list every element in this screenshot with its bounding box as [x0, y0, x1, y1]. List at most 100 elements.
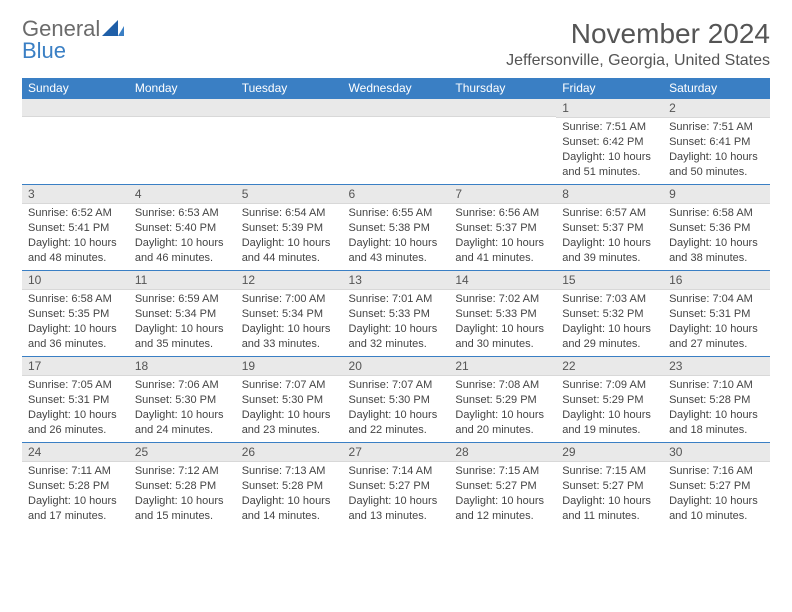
daylight-text: Daylight: 10 hours and 14 minutes.	[242, 494, 337, 524]
sunrise-text: Sunrise: 7:11 AM	[28, 464, 123, 479]
sunset-text: Sunset: 5:37 PM	[562, 221, 657, 236]
sunset-text: Sunset: 5:31 PM	[669, 307, 764, 322]
daylight-text: Daylight: 10 hours and 19 minutes.	[562, 408, 657, 438]
sunrise-text: Sunrise: 7:05 AM	[28, 378, 123, 393]
sunrise-text: Sunrise: 7:01 AM	[349, 292, 444, 307]
daylight-text: Daylight: 10 hours and 46 minutes.	[135, 236, 230, 266]
logo-word-blue: Blue	[22, 40, 124, 62]
calendar-cell: 25Sunrise: 7:12 AMSunset: 5:28 PMDayligh…	[129, 443, 236, 529]
day-details: Sunrise: 7:51 AMSunset: 6:41 PMDaylight:…	[663, 118, 770, 183]
calendar-cell: 3Sunrise: 6:52 AMSunset: 5:41 PMDaylight…	[22, 185, 129, 271]
day-number: 29	[556, 443, 663, 462]
sunset-text: Sunset: 5:27 PM	[349, 479, 444, 494]
day-details: Sunrise: 7:13 AMSunset: 5:28 PMDaylight:…	[236, 462, 343, 527]
calendar-week: 1Sunrise: 7:51 AMSunset: 6:42 PMDaylight…	[22, 99, 770, 185]
calendar-cell: 13Sunrise: 7:01 AMSunset: 5:33 PMDayligh…	[343, 271, 450, 357]
calendar-week: 24Sunrise: 7:11 AMSunset: 5:28 PMDayligh…	[22, 443, 770, 529]
sunset-text: Sunset: 5:40 PM	[135, 221, 230, 236]
day-number: 18	[129, 357, 236, 376]
daylight-text: Daylight: 10 hours and 20 minutes.	[455, 408, 550, 438]
sunset-text: Sunset: 5:28 PM	[242, 479, 337, 494]
day-number: 27	[343, 443, 450, 462]
day-number: 17	[22, 357, 129, 376]
calendar-cell: 28Sunrise: 7:15 AMSunset: 5:27 PMDayligh…	[449, 443, 556, 529]
col-monday: Monday	[129, 78, 236, 99]
calendar-cell: 14Sunrise: 7:02 AMSunset: 5:33 PMDayligh…	[449, 271, 556, 357]
col-saturday: Saturday	[663, 78, 770, 99]
sunset-text: Sunset: 5:28 PM	[135, 479, 230, 494]
day-details: Sunrise: 7:01 AMSunset: 5:33 PMDaylight:…	[343, 290, 450, 355]
sunrise-text: Sunrise: 7:15 AM	[562, 464, 657, 479]
calendar-cell	[129, 99, 236, 185]
calendar-cell: 5Sunrise: 6:54 AMSunset: 5:39 PMDaylight…	[236, 185, 343, 271]
sunrise-text: Sunrise: 6:57 AM	[562, 206, 657, 221]
day-header-row: Sunday Monday Tuesday Wednesday Thursday…	[22, 78, 770, 99]
calendar-cell: 30Sunrise: 7:16 AMSunset: 5:27 PMDayligh…	[663, 443, 770, 529]
calendar-cell	[236, 99, 343, 185]
sunset-text: Sunset: 5:31 PM	[28, 393, 123, 408]
day-details: Sunrise: 7:07 AMSunset: 5:30 PMDaylight:…	[236, 376, 343, 441]
day-number	[236, 99, 343, 117]
day-number: 2	[663, 99, 770, 118]
sunset-text: Sunset: 6:42 PM	[562, 135, 657, 150]
daylight-text: Daylight: 10 hours and 18 minutes.	[669, 408, 764, 438]
daylight-text: Daylight: 10 hours and 22 minutes.	[349, 408, 444, 438]
daylight-text: Daylight: 10 hours and 36 minutes.	[28, 322, 123, 352]
day-details: Sunrise: 6:57 AMSunset: 5:37 PMDaylight:…	[556, 204, 663, 269]
logo: General Blue	[22, 18, 124, 62]
calendar-cell	[343, 99, 450, 185]
day-details: Sunrise: 7:05 AMSunset: 5:31 PMDaylight:…	[22, 376, 129, 441]
day-details: Sunrise: 6:58 AMSunset: 5:36 PMDaylight:…	[663, 204, 770, 269]
sunrise-text: Sunrise: 7:02 AM	[455, 292, 550, 307]
day-details: Sunrise: 6:59 AMSunset: 5:34 PMDaylight:…	[129, 290, 236, 355]
daylight-text: Daylight: 10 hours and 38 minutes.	[669, 236, 764, 266]
day-number	[449, 99, 556, 117]
calendar-cell: 18Sunrise: 7:06 AMSunset: 5:30 PMDayligh…	[129, 357, 236, 443]
day-details: Sunrise: 6:58 AMSunset: 5:35 PMDaylight:…	[22, 290, 129, 355]
daylight-text: Daylight: 10 hours and 26 minutes.	[28, 408, 123, 438]
sunrise-text: Sunrise: 7:16 AM	[669, 464, 764, 479]
day-details: Sunrise: 7:15 AMSunset: 5:27 PMDaylight:…	[449, 462, 556, 527]
calendar-cell	[22, 99, 129, 185]
day-details: Sunrise: 7:02 AMSunset: 5:33 PMDaylight:…	[449, 290, 556, 355]
daylight-text: Daylight: 10 hours and 24 minutes.	[135, 408, 230, 438]
sunrise-text: Sunrise: 6:55 AM	[349, 206, 444, 221]
sunset-text: Sunset: 5:27 PM	[455, 479, 550, 494]
day-details: Sunrise: 7:06 AMSunset: 5:30 PMDaylight:…	[129, 376, 236, 441]
day-number: 8	[556, 185, 663, 204]
day-details: Sunrise: 7:16 AMSunset: 5:27 PMDaylight:…	[663, 462, 770, 527]
day-details: Sunrise: 7:12 AMSunset: 5:28 PMDaylight:…	[129, 462, 236, 527]
day-number: 13	[343, 271, 450, 290]
day-number: 12	[236, 271, 343, 290]
daylight-text: Daylight: 10 hours and 33 minutes.	[242, 322, 337, 352]
calendar-cell: 11Sunrise: 6:59 AMSunset: 5:34 PMDayligh…	[129, 271, 236, 357]
calendar-cell: 10Sunrise: 6:58 AMSunset: 5:35 PMDayligh…	[22, 271, 129, 357]
sunset-text: Sunset: 5:33 PM	[455, 307, 550, 322]
daylight-text: Daylight: 10 hours and 23 minutes.	[242, 408, 337, 438]
day-number: 21	[449, 357, 556, 376]
day-number: 5	[236, 185, 343, 204]
calendar-cell: 29Sunrise: 7:15 AMSunset: 5:27 PMDayligh…	[556, 443, 663, 529]
day-details: Sunrise: 6:54 AMSunset: 5:39 PMDaylight:…	[236, 204, 343, 269]
sunrise-text: Sunrise: 7:15 AM	[455, 464, 550, 479]
sunset-text: Sunset: 5:39 PM	[242, 221, 337, 236]
calendar-cell: 9Sunrise: 6:58 AMSunset: 5:36 PMDaylight…	[663, 185, 770, 271]
day-details: Sunrise: 7:14 AMSunset: 5:27 PMDaylight:…	[343, 462, 450, 527]
day-number: 24	[22, 443, 129, 462]
calendar-cell: 12Sunrise: 7:00 AMSunset: 5:34 PMDayligh…	[236, 271, 343, 357]
sunrise-text: Sunrise: 7:10 AM	[669, 378, 764, 393]
day-number: 1	[556, 99, 663, 118]
day-details: Sunrise: 7:10 AMSunset: 5:28 PMDaylight:…	[663, 376, 770, 441]
daylight-text: Daylight: 10 hours and 35 minutes.	[135, 322, 230, 352]
sunrise-text: Sunrise: 6:53 AM	[135, 206, 230, 221]
sunset-text: Sunset: 5:32 PM	[562, 307, 657, 322]
sunset-text: Sunset: 5:27 PM	[669, 479, 764, 494]
day-number: 7	[449, 185, 556, 204]
sunset-text: Sunset: 5:34 PM	[242, 307, 337, 322]
day-number: 4	[129, 185, 236, 204]
daylight-text: Daylight: 10 hours and 51 minutes.	[562, 150, 657, 180]
location-text: Jeffersonville, Georgia, United States	[506, 52, 770, 70]
daylight-text: Daylight: 10 hours and 43 minutes.	[349, 236, 444, 266]
sunrise-text: Sunrise: 7:13 AM	[242, 464, 337, 479]
sunset-text: Sunset: 5:27 PM	[562, 479, 657, 494]
